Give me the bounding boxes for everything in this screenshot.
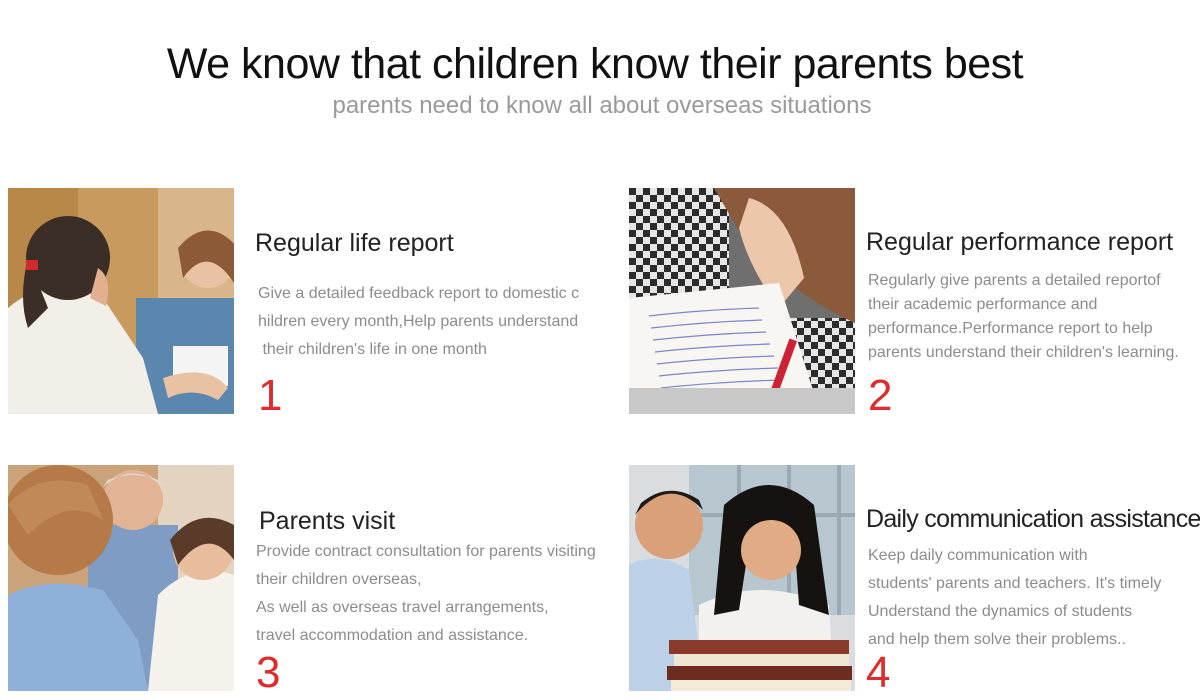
feature-title: Daily communication assistance	[866, 505, 1200, 533]
page-subtitle: parents need to know all about overseas …	[332, 92, 872, 119]
feature-number: 3	[256, 648, 281, 697]
feature-number: 2	[868, 371, 893, 420]
feature-description-line: Understand the dynamics of students	[868, 603, 1133, 620]
feature-description: Provide contract consultation for parent…	[256, 538, 596, 650]
feature-description-line: Provide contract consultation for parent…	[256, 543, 596, 560]
feature-description: Regularly give parents a detailed report…	[868, 269, 1179, 365]
feature-description-line: their children's life in one month	[258, 341, 487, 358]
feature-title: Parents visit	[259, 507, 396, 535]
page-title: We know that children know their parents…	[166, 40, 1024, 88]
feature-description-line: and help them solve their problems..	[868, 631, 1126, 648]
feature-description-line: their children overseas,	[256, 571, 422, 588]
feature-description: Keep daily communication with students' …	[868, 542, 1161, 654]
feature-description-line: performance.Performance report to help	[868, 320, 1153, 337]
feature-description-line: parents understand their children's lear…	[868, 344, 1179, 361]
students-with-books-photo	[629, 465, 855, 691]
feature-number: 1	[258, 371, 283, 420]
feature-description-line: students' parents and teachers. It's tim…	[868, 575, 1162, 592]
feature-description-line: their academic performance and	[868, 296, 1098, 313]
feature-description-line: travel accommodation and assistance.	[256, 627, 529, 644]
feature-description-line: Give a detailed feedback report to domes…	[258, 285, 580, 302]
student-writing-photo	[629, 188, 855, 414]
mother-and-teacher-photo	[8, 188, 234, 414]
feature-number: 4	[866, 648, 891, 697]
feature-description-line: As well as overseas travel arrangements,	[256, 599, 549, 616]
feature-description-line: hildren every month,Help parents underst…	[258, 313, 579, 330]
feature-title: Regular performance report	[866, 228, 1174, 256]
feature-description: Give a detailed feedback report to domes…	[258, 280, 579, 364]
feature-description-line: Regularly give parents a detailed report…	[868, 272, 1161, 289]
feature-title: Regular life report	[255, 229, 454, 257]
parents-meeting-photo	[8, 465, 234, 691]
feature-description-line: Keep daily communication with	[868, 547, 1088, 564]
